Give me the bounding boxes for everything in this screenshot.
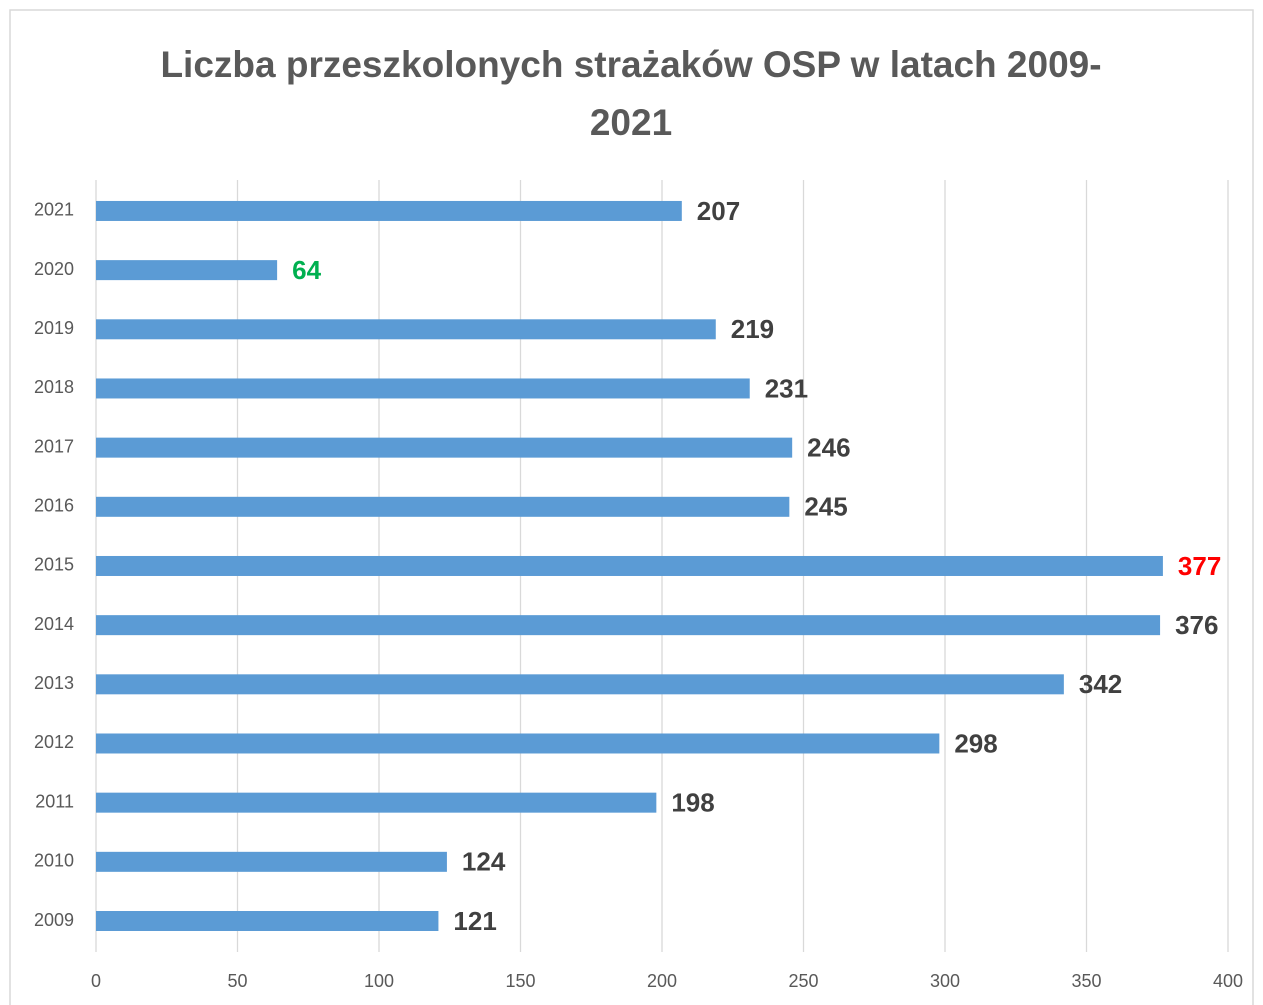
- x-tick-label: 50: [227, 971, 247, 991]
- y-tick-label: 2017: [34, 436, 74, 456]
- x-tick-label: 350: [1071, 971, 1101, 991]
- value-label: 342: [1079, 669, 1122, 699]
- chart-title: Liczba przeszkolonych strażaków OSP w la…: [160, 44, 1102, 143]
- value-label: 219: [731, 314, 774, 344]
- y-tick-label: 2021: [34, 200, 74, 220]
- x-tick-label: 0: [91, 971, 101, 991]
- value-label: 376: [1175, 610, 1218, 640]
- bar: [96, 615, 1161, 636]
- x-tick-label: 200: [647, 971, 677, 991]
- value-label: 246: [807, 433, 850, 463]
- y-tick-label: 2020: [34, 259, 74, 279]
- bar: [96, 260, 278, 281]
- bar: [96, 378, 750, 399]
- y-tick-label: 2013: [34, 673, 74, 693]
- value-label: 121: [453, 906, 496, 936]
- bar: [96, 851, 447, 872]
- value-label: 207: [697, 196, 740, 226]
- y-tick-label: 2016: [34, 496, 74, 516]
- value-label: 198: [671, 788, 714, 818]
- y-tick-label: 2019: [34, 318, 74, 338]
- y-tick-label: 2009: [34, 910, 74, 930]
- y-tick-label: 2014: [34, 614, 74, 634]
- bar: [96, 555, 1163, 576]
- bar: [96, 733, 940, 754]
- bar: [96, 496, 790, 517]
- y-tick-label: 2010: [34, 851, 74, 871]
- x-tick-label: 150: [505, 971, 535, 991]
- x-tick-label: 100: [364, 971, 394, 991]
- y-tick-label: 2015: [34, 555, 74, 575]
- y-tick-label: 2011: [35, 791, 74, 811]
- bar: [96, 911, 439, 931]
- y-tick-label: 2012: [34, 732, 74, 752]
- x-tick-label: 250: [788, 971, 818, 991]
- value-label: 124: [462, 847, 506, 877]
- y-tick-label: 2018: [34, 377, 74, 397]
- value-label: 231: [765, 373, 808, 403]
- chart-border: [9, 9, 1254, 1005]
- value-label: 64: [292, 255, 321, 285]
- bar: [96, 792, 657, 813]
- value-label: 298: [954, 728, 997, 758]
- bar: [96, 674, 1064, 695]
- bar: [96, 319, 716, 340]
- value-label: 245: [804, 492, 847, 522]
- value-label: 377: [1178, 551, 1221, 581]
- x-tick-label: 400: [1213, 971, 1243, 991]
- x-tick-label: 300: [930, 971, 960, 991]
- bar: [96, 200, 682, 221]
- bar: [96, 437, 793, 458]
